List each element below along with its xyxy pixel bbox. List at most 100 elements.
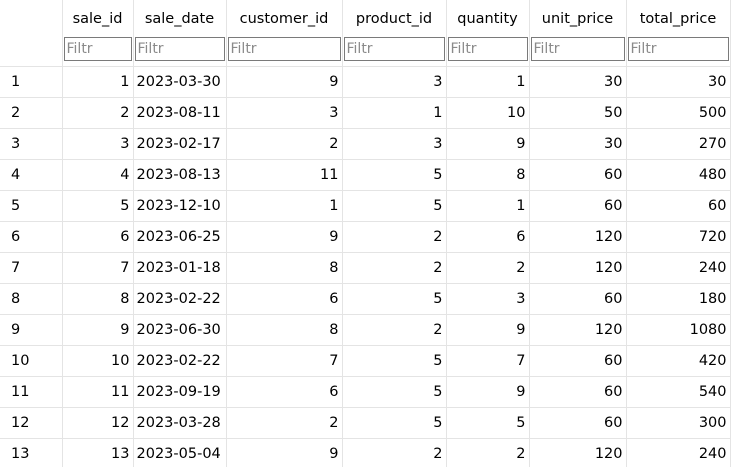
cell-total-price[interactable]: 180 (626, 283, 731, 315)
cell-quantity[interactable]: 9 (446, 376, 530, 408)
cell-customer-id[interactable]: 6 (226, 376, 343, 408)
row-number[interactable]: 10 (0, 345, 63, 377)
cell-product-id[interactable]: 2 (342, 221, 447, 253)
cell-total-price[interactable]: 300 (626, 407, 731, 439)
table-row[interactable]: 11 11 2023-09-19 6 5 9 60 540 (0, 376, 731, 408)
cell-unit-price[interactable]: 60 (529, 159, 627, 191)
table-row[interactable]: 8 8 2023-02-22 6 5 3 60 180 (0, 283, 731, 315)
table-row[interactable]: 3 3 2023-02-17 2 3 9 30 270 (0, 128, 731, 160)
table-row[interactable]: 9 9 2023-06-30 8 2 9 120 1080 (0, 314, 731, 346)
cell-product-id[interactable]: 1 (342, 97, 447, 129)
row-number[interactable]: 9 (0, 314, 63, 346)
cell-customer-id[interactable]: 9 (226, 66, 343, 98)
cell-product-id[interactable]: 3 (342, 66, 447, 98)
row-number[interactable]: 11 (0, 376, 63, 408)
cell-customer-id[interactable]: 9 (226, 438, 343, 467)
table-row[interactable]: 6 6 2023-06-25 9 2 6 120 720 (0, 221, 731, 253)
cell-unit-price[interactable]: 30 (529, 128, 627, 160)
cell-unit-price[interactable]: 60 (529, 376, 627, 408)
cell-sale-date[interactable]: 2023-05-04 (133, 438, 227, 467)
cell-product-id[interactable]: 2 (342, 252, 447, 284)
cell-sale-date[interactable]: 2023-09-19 (133, 376, 227, 408)
cell-product-id[interactable]: 3 (342, 128, 447, 160)
cell-total-price[interactable]: 420 (626, 345, 731, 377)
cell-total-price[interactable]: 60 (626, 190, 731, 222)
cell-sale-id[interactable]: 12 (62, 407, 134, 439)
cell-quantity[interactable]: 7 (446, 345, 530, 377)
cell-total-price[interactable]: 270 (626, 128, 731, 160)
row-number[interactable]: 6 (0, 221, 63, 253)
column-header-total-price[interactable]: total_price (626, 0, 731, 37)
cell-unit-price[interactable]: 120 (529, 314, 627, 346)
cell-quantity[interactable]: 9 (446, 314, 530, 346)
column-header-customer-id[interactable]: customer_id (226, 0, 343, 37)
row-number[interactable]: 13 (0, 438, 63, 467)
row-number[interactable]: 4 (0, 159, 63, 191)
cell-customer-id[interactable]: 9 (226, 221, 343, 253)
cell-unit-price[interactable]: 60 (529, 407, 627, 439)
cell-sale-date[interactable]: 2023-06-30 (133, 314, 227, 346)
cell-total-price[interactable]: 480 (626, 159, 731, 191)
cell-sale-id[interactable]: 10 (62, 345, 134, 377)
cell-quantity[interactable]: 3 (446, 283, 530, 315)
table-row[interactable]: 5 5 2023-12-10 1 5 1 60 60 (0, 190, 731, 222)
cell-sale-id[interactable]: 2 (62, 97, 134, 129)
cell-sale-date[interactable]: 2023-03-28 (133, 407, 227, 439)
cell-customer-id[interactable]: 7 (226, 345, 343, 377)
cell-sale-date[interactable]: 2023-02-22 (133, 345, 227, 377)
cell-sale-id[interactable]: 9 (62, 314, 134, 346)
cell-sale-id[interactable]: 11 (62, 376, 134, 408)
cell-customer-id[interactable]: 2 (226, 407, 343, 439)
table-row[interactable]: 13 13 2023-05-04 9 2 2 120 240 (0, 438, 731, 467)
column-header-sale-date[interactable]: sale_date (133, 0, 227, 37)
table-row[interactable]: 7 7 2023-01-18 8 2 2 120 240 (0, 252, 731, 284)
column-header-product-id[interactable]: product_id (342, 0, 447, 37)
row-number[interactable]: 12 (0, 407, 63, 439)
cell-sale-date[interactable]: 2023-08-11 (133, 97, 227, 129)
cell-quantity[interactable]: 1 (446, 66, 530, 98)
cell-sale-date[interactable]: 2023-08-13 (133, 159, 227, 191)
cell-customer-id[interactable]: 8 (226, 314, 343, 346)
cell-total-price[interactable]: 720 (626, 221, 731, 253)
table-row[interactable]: 2 2 2023-08-11 3 1 10 50 500 (0, 97, 731, 129)
cell-sale-date[interactable]: 2023-06-25 (133, 221, 227, 253)
cell-product-id[interactable]: 5 (342, 190, 447, 222)
filter-input-sale-date[interactable] (134, 37, 225, 61)
cell-product-id[interactable]: 5 (342, 159, 447, 191)
row-number[interactable]: 7 (0, 252, 63, 284)
cell-product-id[interactable]: 2 (342, 438, 447, 467)
cell-sale-id[interactable]: 8 (62, 283, 134, 315)
cell-sale-id[interactable]: 7 (62, 252, 134, 284)
table-row[interactable]: 4 4 2023-08-13 11 5 8 60 480 (0, 159, 731, 191)
cell-sale-id[interactable]: 4 (62, 159, 134, 191)
cell-customer-id[interactable]: 8 (226, 252, 343, 284)
cell-sale-date[interactable]: 2023-02-17 (133, 128, 227, 160)
row-number[interactable]: 3 (0, 128, 63, 160)
cell-total-price[interactable]: 540 (626, 376, 731, 408)
filter-input-total-price[interactable] (627, 37, 729, 61)
cell-product-id[interactable]: 5 (342, 376, 447, 408)
row-number[interactable]: 5 (0, 190, 63, 222)
table-row[interactable]: 12 12 2023-03-28 2 5 5 60 300 (0, 407, 731, 439)
cell-sale-date[interactable]: 2023-12-10 (133, 190, 227, 222)
cell-total-price[interactable]: 1080 (626, 314, 731, 346)
cell-customer-id[interactable]: 1 (226, 190, 343, 222)
cell-total-price[interactable]: 240 (626, 252, 731, 284)
cell-product-id[interactable]: 5 (342, 345, 447, 377)
cell-quantity[interactable]: 10 (446, 97, 530, 129)
cell-quantity[interactable]: 8 (446, 159, 530, 191)
cell-quantity[interactable]: 9 (446, 128, 530, 160)
cell-unit-price[interactable]: 120 (529, 221, 627, 253)
cell-sale-id[interactable]: 1 (62, 66, 134, 98)
cell-sale-date[interactable]: 2023-01-18 (133, 252, 227, 284)
cell-unit-price[interactable]: 60 (529, 190, 627, 222)
cell-sale-id[interactable]: 6 (62, 221, 134, 253)
cell-product-id[interactable]: 5 (342, 283, 447, 315)
cell-customer-id[interactable]: 6 (226, 283, 343, 315)
filter-input-product-id[interactable] (343, 37, 445, 61)
filter-input-quantity[interactable] (447, 37, 528, 61)
cell-sale-id[interactable]: 5 (62, 190, 134, 222)
cell-total-price[interactable]: 240 (626, 438, 731, 467)
column-header-quantity[interactable]: quantity (446, 0, 530, 37)
table-row[interactable]: 1 1 2023-03-30 9 3 1 30 30 (0, 66, 731, 98)
